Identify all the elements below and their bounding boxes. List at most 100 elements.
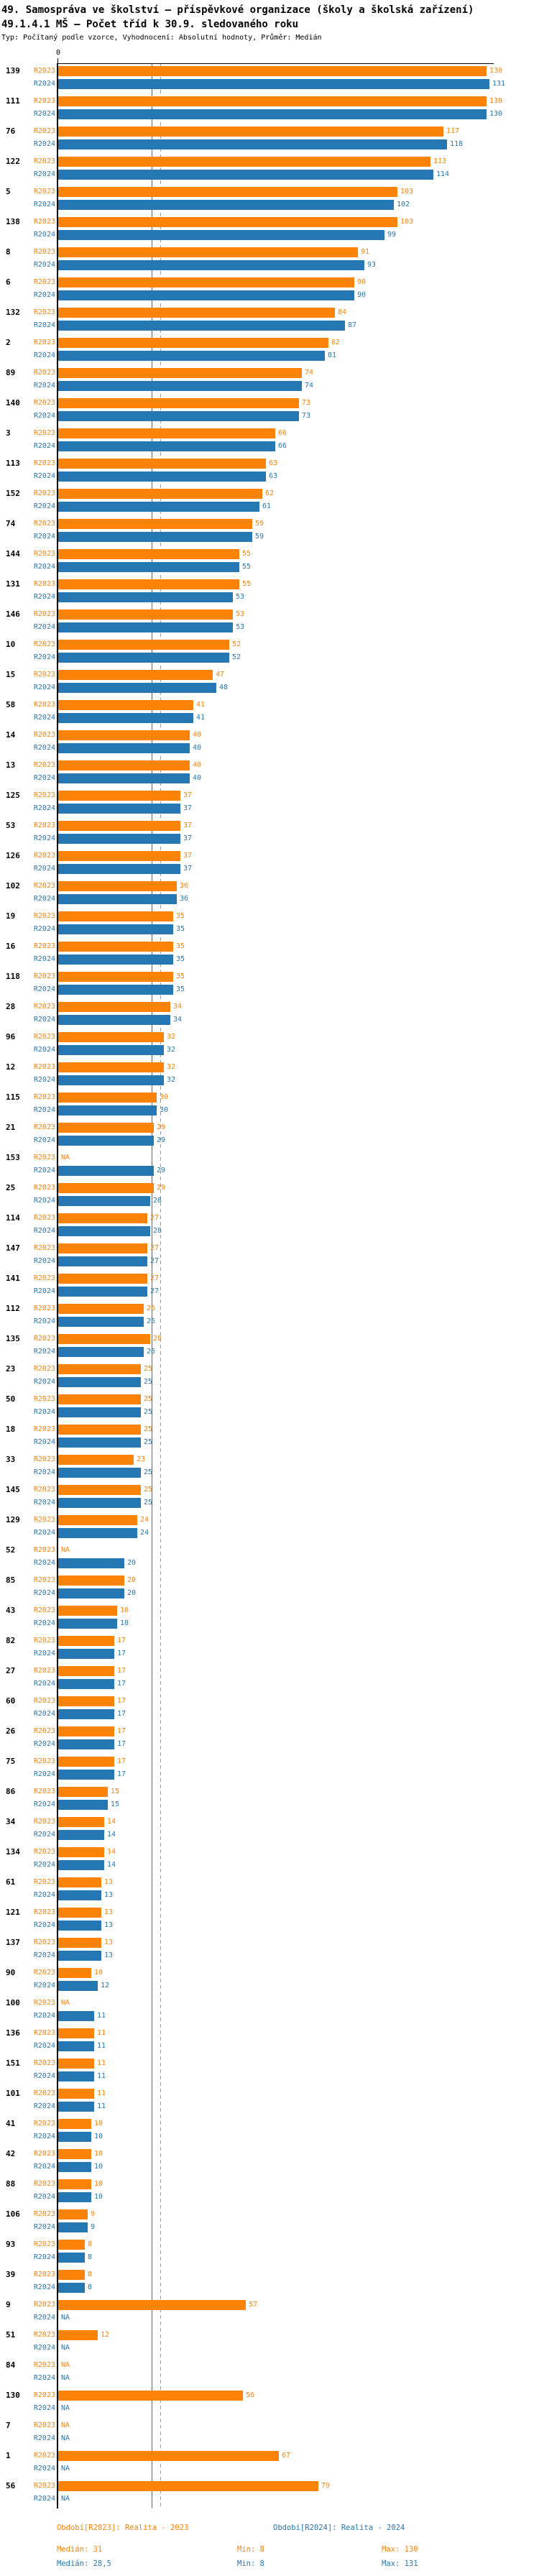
bar-r2023 xyxy=(58,368,302,378)
value-label-r2023: 37 xyxy=(183,822,193,829)
bar-r2023 xyxy=(58,2391,243,2401)
bar-r2023 xyxy=(58,217,397,227)
value-label-r2023: 40 xyxy=(193,761,202,769)
value-label-r2024: 52 xyxy=(232,653,241,661)
na-label-r2024: NA xyxy=(61,2314,70,2322)
value-label-r2024: 17 xyxy=(117,1770,126,1778)
bar-r2024 xyxy=(58,260,364,270)
category-label: 9 xyxy=(6,2300,11,2309)
category-label: 43 xyxy=(6,1606,16,1615)
series-label-r2023: R2023 xyxy=(33,1003,55,1011)
bar-r2023 xyxy=(58,1968,91,1978)
series-label-r2023: R2023 xyxy=(33,1335,55,1343)
series-label-r2023: R2023 xyxy=(33,882,55,890)
series-label-r2023: R2023 xyxy=(33,2361,55,2369)
value-label-r2023: 25 xyxy=(144,1425,153,1433)
bar-r2023 xyxy=(58,1817,104,1827)
value-label-r2024: 114 xyxy=(436,170,450,178)
bar-r2024 xyxy=(58,2253,85,2263)
category-label: 134 xyxy=(6,1847,20,1857)
category-label: 42 xyxy=(6,2149,16,2158)
category-label: 28 xyxy=(6,1002,16,1011)
bar-r2024 xyxy=(58,834,180,844)
value-label-r2023: 103 xyxy=(400,218,414,226)
series-label-r2024: R2024 xyxy=(33,1891,55,1899)
series-label-r2023: R2023 xyxy=(33,429,55,437)
series-label-r2024: R2024 xyxy=(33,80,55,88)
value-label-r2023: 10 xyxy=(94,2120,103,2128)
value-label-r2023: 47 xyxy=(216,671,225,678)
value-label-r2024: 20 xyxy=(127,1589,137,1597)
bar-r2024 xyxy=(58,170,433,180)
bar-r2024 xyxy=(58,592,233,602)
category-label: 152 xyxy=(6,489,20,498)
bar-r2024 xyxy=(58,1619,117,1629)
bar-r2023 xyxy=(58,2179,91,2189)
na-label-r2024: NA xyxy=(61,2434,70,2442)
bar-r2024 xyxy=(58,985,173,995)
category-label: 153 xyxy=(6,1153,20,1162)
category-label: 50 xyxy=(6,1394,16,1404)
na-label-r2024: NA xyxy=(61,2374,70,2382)
series-label-r2024: R2024 xyxy=(33,925,55,933)
bar-r2023 xyxy=(58,1847,104,1857)
na-label-r2023: NA xyxy=(61,1999,70,2007)
category-label: 33 xyxy=(6,1455,16,1464)
category-label: 18 xyxy=(6,1425,16,1434)
series-label-r2023: R2023 xyxy=(33,1818,55,1826)
value-label-r2024: 10 xyxy=(94,2133,103,2140)
series-label-r2024: R2024 xyxy=(33,1317,55,1325)
category-label: 2 xyxy=(6,338,11,347)
value-label-r2023: 20 xyxy=(127,1576,137,1584)
value-label-r2024: 90 xyxy=(357,291,367,299)
bar-r2024 xyxy=(58,2162,91,2172)
category-label: 129 xyxy=(6,1515,20,1524)
series-label-r2024: R2024 xyxy=(33,1348,55,1356)
value-label-r2024: 18 xyxy=(120,1619,129,1627)
category-label: 137 xyxy=(6,1938,20,1947)
bar-r2023 xyxy=(58,1606,117,1616)
series-label-r2024: R2024 xyxy=(33,1197,55,1205)
value-label-r2024: 11 xyxy=(97,2012,106,2020)
bar-r2024 xyxy=(58,2222,88,2232)
value-label-r2023: 90 xyxy=(357,278,367,286)
value-label-r2023: 17 xyxy=(117,1637,126,1644)
bar-r2024 xyxy=(58,1347,144,1357)
bar-r2023 xyxy=(58,972,173,982)
category-label: 3 xyxy=(6,428,11,438)
series-label-r2024: R2024 xyxy=(33,2344,55,2352)
bar-r2024 xyxy=(58,2041,94,2051)
value-label-r2023: 55 xyxy=(242,580,252,588)
series-label-r2023: R2023 xyxy=(33,1878,55,1886)
value-label-r2024: 28 xyxy=(153,1227,162,1235)
series-label-r2024: R2024 xyxy=(33,2102,55,2110)
value-label-r2023: 40 xyxy=(193,731,202,739)
series-label-r2023: R2023 xyxy=(33,1154,55,1162)
stat-median-r2024: Medián: 28,5 xyxy=(57,2559,111,2568)
value-label-r2023: 66 xyxy=(278,429,287,437)
bar-r2023 xyxy=(58,459,266,469)
value-label-r2024: 25 xyxy=(144,1378,153,1386)
category-label: 111 xyxy=(6,96,20,106)
value-label-r2023: 23 xyxy=(137,1455,146,1463)
bar-r2024 xyxy=(58,1860,104,1870)
na-label-r2023: NA xyxy=(61,1154,70,1162)
value-label-r2024: 25 xyxy=(144,1438,153,1446)
chart-subtitle: Typ: Počítaný podle vzorce, Vyhodnocení:… xyxy=(1,34,322,42)
series-label-r2023: R2023 xyxy=(33,731,55,739)
series-label-r2023: R2023 xyxy=(33,1093,55,1101)
series-label-r2023: R2023 xyxy=(33,1214,55,1222)
value-label-r2024: 11 xyxy=(97,2072,106,2080)
bar-r2023 xyxy=(58,308,335,318)
category-label: 52 xyxy=(6,1545,16,1555)
bar-r2024 xyxy=(58,139,447,150)
series-label-r2023: R2023 xyxy=(33,97,55,105)
category-label: 126 xyxy=(6,851,20,860)
value-label-r2023: 30 xyxy=(160,1093,169,1101)
series-label-r2023: R2023 xyxy=(33,1667,55,1675)
bar-r2024 xyxy=(58,1317,144,1327)
value-label-r2023: 63 xyxy=(269,459,278,467)
series-label-r2024: R2024 xyxy=(33,804,55,812)
value-label-r2024: 40 xyxy=(193,774,202,782)
series-label-r2024: R2024 xyxy=(33,2374,55,2382)
